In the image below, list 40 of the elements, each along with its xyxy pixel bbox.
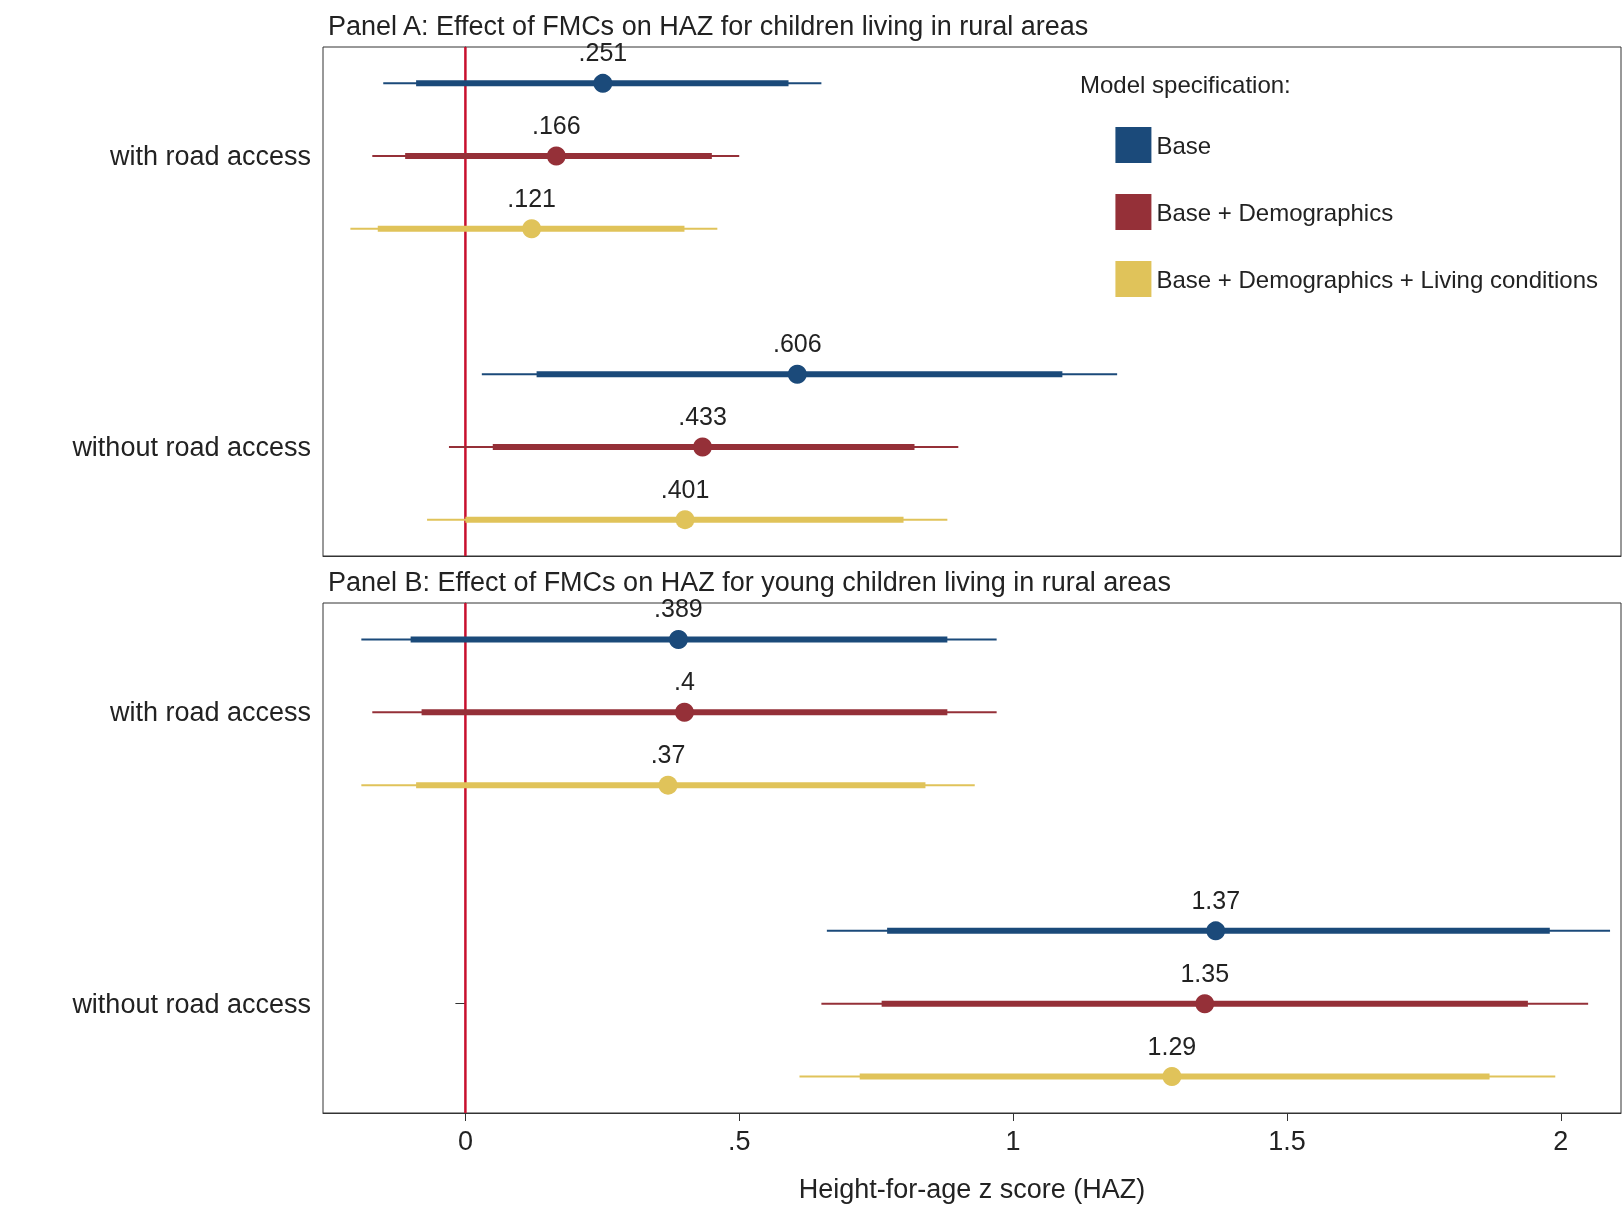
point — [1162, 1067, 1182, 1087]
y-tick-label: with road access — [108, 697, 311, 728]
point — [546, 146, 566, 166]
legend-title: Model specification: — [1080, 70, 1291, 98]
point — [658, 775, 678, 795]
data-label: 1.35 — [1180, 958, 1230, 987]
y-tick-label: with road access — [108, 141, 311, 172]
legend-label: Base — [1156, 131, 1212, 159]
point — [593, 73, 613, 93]
data-label: .251 — [578, 38, 628, 67]
data-label: .401 — [660, 474, 710, 503]
y-tick-label: without road access — [71, 431, 311, 462]
point — [675, 510, 695, 530]
y-tick-label: without road access — [71, 988, 311, 1019]
x-tick-label: .5 — [727, 1125, 751, 1156]
point — [674, 702, 694, 722]
chart-title: Panel A: Effect of FMCs on HAZ for children living in rural areas — [328, 10, 1089, 41]
point — [668, 629, 688, 649]
data-label: .37 — [650, 740, 686, 769]
data-label: .433 — [678, 401, 727, 430]
data-label: .121 — [507, 183, 556, 212]
x-tick-label: 1.5 — [1268, 1125, 1306, 1156]
point — [522, 219, 542, 239]
legend-label: Base + Demographics + Living conditions — [1156, 265, 1599, 293]
x-axis-title: Height-for-age z score (HAZ) — [798, 1173, 1146, 1204]
data-label: 1.29 — [1147, 1031, 1197, 1060]
x-tick-label: 0 — [457, 1125, 473, 1156]
data-label: .606 — [772, 329, 822, 358]
data-label: .166 — [531, 111, 581, 140]
x-tick-label: 1 — [1005, 1125, 1021, 1156]
data-label: .389 — [654, 594, 703, 623]
point — [1206, 921, 1226, 941]
x-tick-label: 2 — [1553, 1125, 1569, 1156]
chart-title: Panel B: Effect of FMCs on HAZ for young children living in rural areas — [328, 566, 1171, 597]
point — [787, 364, 807, 384]
data-label: .4 — [674, 667, 695, 696]
point — [1195, 994, 1215, 1014]
legend-label: Base + Demographics — [1156, 198, 1394, 226]
data-label: 1.37 — [1191, 885, 1241, 914]
point — [693, 437, 713, 457]
